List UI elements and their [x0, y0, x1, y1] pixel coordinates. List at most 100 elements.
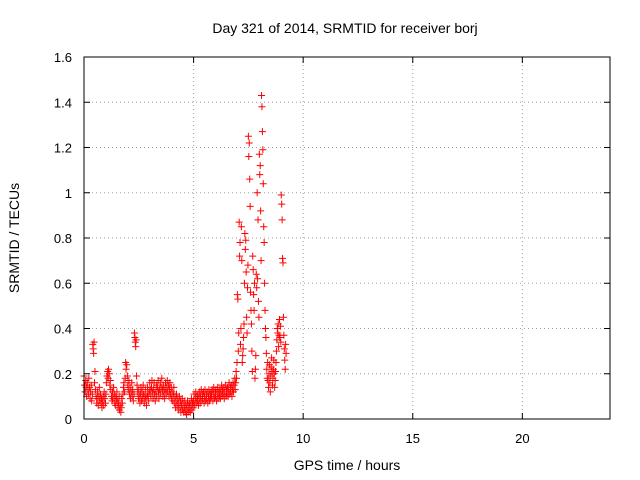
data-point: [245, 153, 253, 161]
data-point: [128, 379, 136, 387]
data-point: [118, 399, 126, 407]
data-point: [271, 383, 279, 391]
data-point: [145, 397, 153, 405]
y-tick-label: 1: [65, 186, 72, 201]
data-point: [240, 334, 248, 342]
data-point: [240, 279, 248, 287]
data-point: [88, 397, 96, 405]
y-tick-label: 0.6: [54, 276, 72, 291]
data-point: [123, 361, 131, 369]
data-point: [279, 313, 287, 321]
data-point: [277, 338, 285, 346]
data-point: [90, 338, 98, 346]
data-point: [123, 372, 131, 380]
data-point: [234, 295, 242, 303]
data-point: [248, 347, 256, 355]
data-point: [241, 229, 249, 237]
y-tick-label: 0: [65, 412, 72, 427]
data-point: [161, 395, 169, 403]
data-point: [132, 343, 140, 351]
data-point: [251, 374, 259, 382]
data-point: [243, 284, 251, 292]
y-tick-label: 0.4: [54, 322, 72, 337]
data-point: [102, 390, 110, 398]
data-point: [129, 386, 137, 394]
data-point: [259, 146, 267, 154]
data-point: [250, 291, 258, 299]
data-point: [243, 329, 251, 337]
data-point: [118, 395, 126, 403]
data-point: [278, 200, 286, 208]
data-point: [254, 216, 262, 224]
data-point: [133, 381, 141, 389]
data-point: [254, 275, 262, 283]
data-point: [139, 381, 147, 389]
data-point: [117, 404, 125, 412]
data-point: [279, 259, 287, 267]
data-point: [132, 336, 140, 344]
data-point: [271, 377, 279, 385]
x-axis-label: GPS time / hours: [294, 457, 401, 473]
data-point: [170, 383, 178, 391]
data-point: [260, 239, 268, 247]
y-tick-label: 0.2: [54, 367, 72, 382]
x-tick-label: 10: [296, 431, 310, 446]
y-axis-label: SRMTID / TECUs: [6, 183, 22, 293]
data-point: [243, 313, 251, 321]
data-point: [259, 180, 267, 188]
data-point: [236, 239, 244, 247]
data-point: [237, 223, 245, 231]
data-point: [258, 128, 266, 136]
data-point: [244, 132, 252, 140]
data-point: [257, 207, 265, 215]
data-point: [260, 223, 268, 231]
data-point: [280, 331, 288, 339]
data-point: [266, 388, 274, 396]
data-point: [245, 139, 253, 147]
data-point: [95, 383, 103, 391]
data-point: [272, 347, 280, 355]
data-point: [272, 367, 280, 375]
data-point: [238, 358, 246, 366]
x-tick-label: 20: [515, 431, 529, 446]
x-tick-label: 5: [190, 431, 197, 446]
data-point: [280, 345, 288, 353]
data-point: [281, 356, 289, 364]
data-point: [277, 191, 285, 199]
data-point: [251, 279, 259, 287]
data-points: [80, 91, 290, 418]
data-point: [249, 266, 257, 274]
data-point: [281, 365, 289, 373]
data-point: [105, 365, 113, 373]
data-point: [239, 345, 247, 353]
data-point: [122, 365, 130, 373]
data-point: [249, 252, 257, 260]
data-point: [142, 401, 150, 409]
data-point: [262, 334, 270, 342]
data-point: [241, 245, 249, 253]
data-point: [151, 397, 159, 405]
data-point: [275, 315, 283, 323]
data-point: [102, 379, 110, 387]
data-point: [278, 216, 286, 224]
data-point: [113, 388, 121, 396]
data-point: [261, 306, 269, 314]
axis-tick-labels: 0 0.2 0.4 0.6 0.8 1 1.2 1.4 1.6 0 5 10 15 20: [54, 50, 530, 446]
data-point: [282, 340, 290, 348]
data-point: [242, 236, 250, 244]
data-point: [261, 279, 269, 287]
data-point: [237, 325, 245, 332]
data-point: [255, 313, 263, 321]
data-point: [235, 218, 243, 226]
data-point: [90, 349, 98, 357]
plot-frame: [83, 56, 611, 420]
data-point: [240, 320, 248, 328]
data-point: [251, 365, 259, 373]
data-point: [129, 397, 137, 405]
data-point: [233, 374, 241, 382]
data-point: [234, 347, 242, 355]
data-point: [255, 150, 263, 158]
data-point: [246, 175, 254, 183]
data-point: [239, 352, 247, 360]
